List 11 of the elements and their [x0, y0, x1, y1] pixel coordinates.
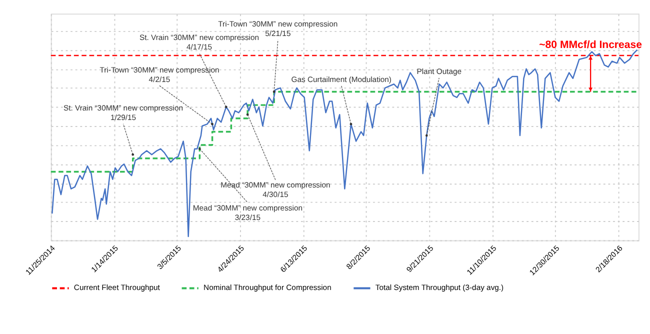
- annotation: Mead “30MM” new compression 4/30/15: [220, 180, 330, 200]
- annotation: Mead “30MM” new compression 3/23/15: [192, 203, 302, 222]
- legend-label: Current Fleet Throughput: [74, 283, 161, 292]
- annotation: St. Vrain “30MM” new compression 1/29/15: [63, 103, 184, 122]
- legend-label: Total System Throughput (3-day avg.): [375, 283, 504, 292]
- annotation: Gas Curtailment (Modulation): [291, 74, 392, 84]
- annotation: ~80 MMcf/d Increase: [539, 38, 642, 51]
- legend-label: Nominal Throughput for Compression: [204, 283, 332, 292]
- annotation: St. Vrain “30MM” new compression 4/17/15: [140, 32, 260, 52]
- annotation: Plant Outage: [416, 67, 462, 76]
- annotation: Tri-Town “30MM” new compression 4/2/15: [100, 65, 220, 84]
